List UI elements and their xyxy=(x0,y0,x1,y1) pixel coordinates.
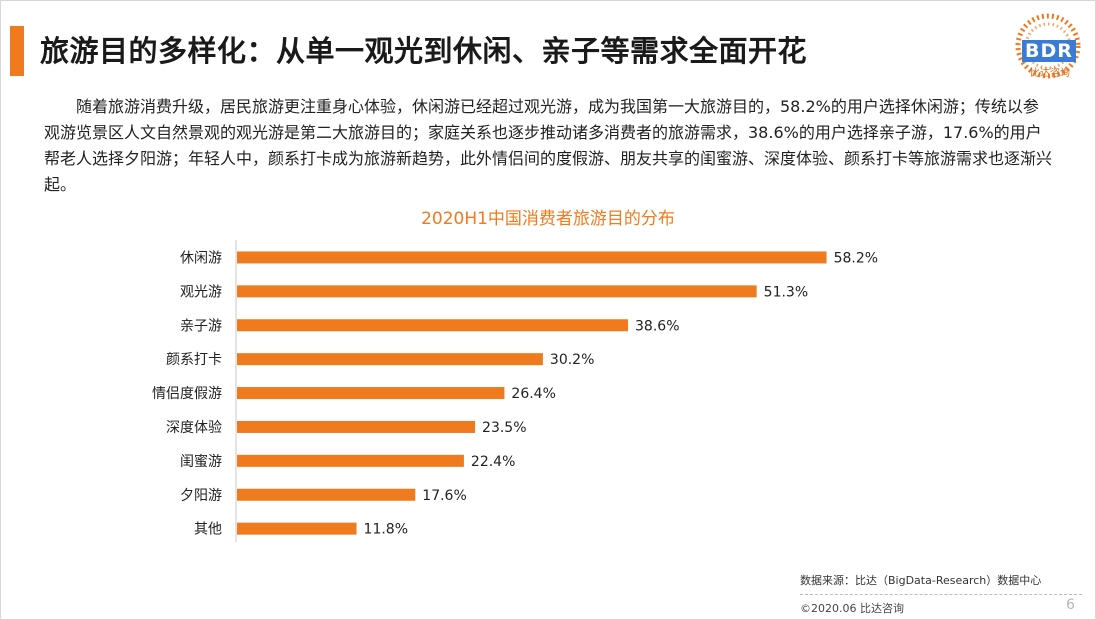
data-label: 58.2% xyxy=(834,250,878,266)
category-label: 夕阳游 xyxy=(180,488,222,504)
logo-text: BDR xyxy=(1022,40,1076,62)
category-label: 颜系打卡 xyxy=(166,351,222,368)
bar xyxy=(237,454,464,467)
data-label: 30.2% xyxy=(550,352,594,368)
slide-title: 旅游目的多样化：从单一观光到休闲、亲子等需求全面开花 xyxy=(40,34,808,68)
bar xyxy=(237,285,757,298)
data-label: 22.4% xyxy=(471,454,515,470)
copyright: ©2020.06 比达咨询 xyxy=(800,602,904,615)
chart-title: 2020H1中国消费者旅游目的分布 xyxy=(421,209,675,229)
category-label: 闺蜜游 xyxy=(180,454,222,470)
data-label: 23.5% xyxy=(482,420,526,436)
category-label: 休闲游 xyxy=(180,250,222,266)
footer-divider xyxy=(800,594,1082,595)
data-label: 17.6% xyxy=(422,488,466,504)
bars-group: 休闲游 58.2% 观光游 51.3% 亲子游 38.6% 颜系打卡 30.2% 情侣度假游 26… xyxy=(152,250,878,537)
title-accent-bar xyxy=(10,26,24,76)
bar xyxy=(237,488,416,501)
page-number: 6 xyxy=(1066,597,1075,613)
category-label: 深度体验 xyxy=(166,420,222,436)
bar xyxy=(237,387,505,400)
data-label: 38.6% xyxy=(635,318,679,334)
category-label: 情侣度假游 xyxy=(152,386,222,402)
body-paragraph: 随着旅游消费升级，居民旅游更注重身心体验，休闲游已经超过观光游，成为我国第一大旅… xyxy=(44,97,1053,194)
logo-subtitle: 比达咨询 xyxy=(1030,68,1070,79)
bar xyxy=(237,319,629,332)
data-label: 51.3% xyxy=(764,284,808,300)
data-source: 数据来源：比达（BigData-Research）数据中心 xyxy=(800,574,1042,587)
category-label: 亲子游 xyxy=(180,318,222,334)
category-label: 观光游 xyxy=(180,284,222,300)
data-label: 26.4% xyxy=(511,386,555,402)
category-label: 其他 xyxy=(194,522,222,538)
bar xyxy=(237,353,543,366)
bar xyxy=(237,522,357,535)
bar xyxy=(237,420,476,433)
bar xyxy=(237,251,827,264)
data-label: 11.8% xyxy=(364,522,408,538)
